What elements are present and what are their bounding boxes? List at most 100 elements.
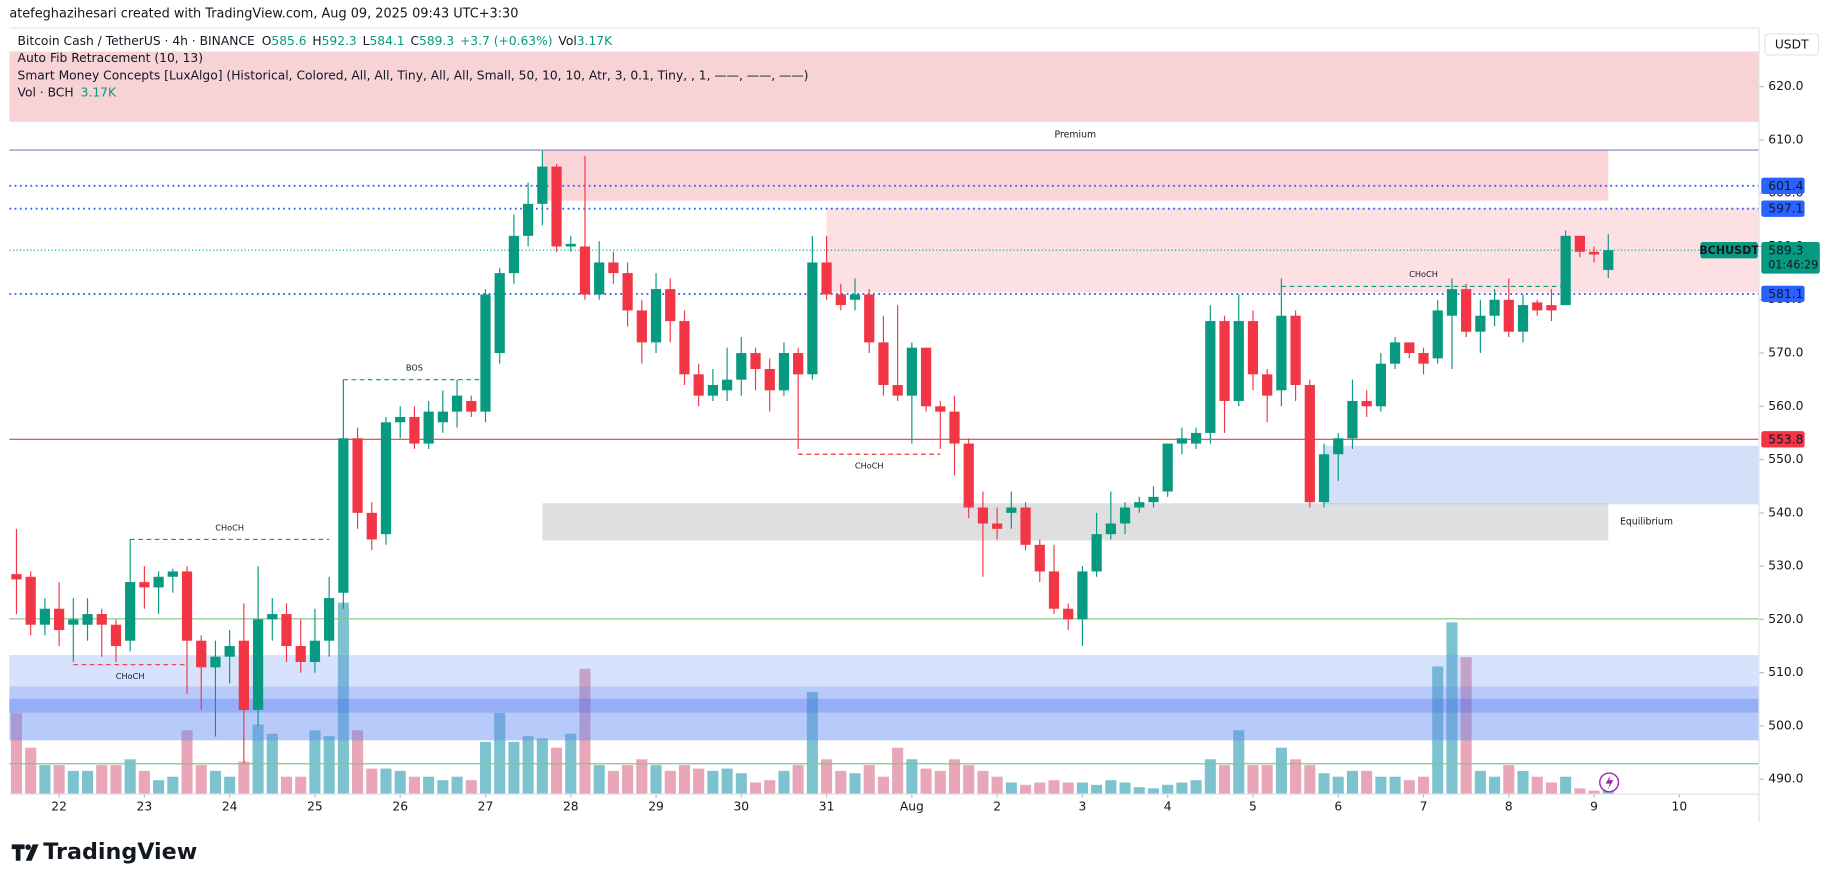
volume-bar — [1119, 782, 1131, 795]
volume-bar — [1574, 788, 1586, 795]
candle-body — [793, 353, 804, 375]
candle-body — [11, 574, 22, 580]
volume-bar — [153, 780, 165, 795]
indicator: Auto Fib Retracement (10, 13) — [18, 51, 203, 65]
volume-bar — [309, 730, 321, 795]
volume-bar — [650, 765, 662, 795]
structure-label: CHoCH — [215, 522, 244, 532]
candle-body — [1361, 400, 1372, 407]
x-tick-label: 30 — [734, 799, 750, 813]
volume-bar — [96, 765, 108, 795]
level-layer — [9, 149, 1759, 765]
h-value: 592.3 — [322, 33, 357, 47]
candle-body — [906, 347, 917, 396]
volume-legend: Vol · BCH 3.17K — [18, 85, 117, 99]
candle-body — [110, 624, 122, 647]
candle-body — [878, 342, 889, 385]
volume-bar — [451, 776, 463, 795]
volume-bar — [224, 776, 236, 795]
candle-body — [96, 614, 107, 625]
level-tag-label: 553.8 — [1768, 432, 1803, 446]
candle-body — [565, 243, 576, 247]
candle-body — [508, 235, 520, 274]
volume-bar — [1588, 790, 1600, 795]
volume-bar — [1545, 782, 1557, 795]
candle-body — [125, 582, 136, 641]
y-tick-label: 570.0 — [1768, 346, 1803, 360]
volume-bar — [81, 770, 94, 795]
volume-bar — [835, 770, 847, 795]
candle-body — [1517, 305, 1529, 332]
volume-bar — [551, 747, 563, 795]
currency-box[interactable] — [1764, 33, 1820, 56]
candle-body — [1077, 571, 1088, 620]
volume-bar — [1190, 780, 1202, 795]
alert-bolt — [1605, 775, 1614, 790]
volume-bar — [906, 759, 918, 795]
volume-bar — [1560, 776, 1572, 795]
candle-body — [224, 646, 235, 657]
candle-body — [707, 384, 719, 396]
candle-body — [594, 262, 605, 295]
volume-bar — [323, 736, 335, 795]
volume-bar — [892, 747, 904, 795]
candle-body — [1148, 496, 1159, 503]
candle-body — [1262, 374, 1273, 396]
x-tick-label: 6 — [1334, 799, 1342, 813]
candle-body — [551, 166, 562, 247]
candle-body — [892, 384, 903, 396]
candle-body — [1304, 384, 1315, 503]
y-tick-label: 490.0 — [1768, 772, 1803, 786]
volume-bar — [508, 741, 520, 795]
candle-body — [1162, 443, 1173, 492]
candle-body — [1603, 250, 1614, 270]
candle-body — [210, 656, 221, 668]
candle-body — [650, 289, 662, 343]
candle-body — [1034, 544, 1045, 572]
attribution: atefeghazihesari created with TradingVie… — [9, 7, 518, 22]
zone — [542, 150, 1609, 201]
candle-body — [1560, 235, 1571, 306]
currency[interactable]: USDT — [1775, 38, 1809, 52]
zone — [9, 686, 1759, 741]
volume-bar — [1062, 782, 1074, 795]
volume-bar — [693, 768, 705, 795]
x-tick-label: Aug — [900, 799, 924, 813]
level-tag-label: 597.1 — [1768, 202, 1803, 216]
candle-body — [721, 379, 733, 391]
zone-label: Premium — [1055, 129, 1097, 140]
c-value: 589.3 — [419, 33, 454, 47]
candle-body — [750, 353, 761, 370]
candle-body — [1489, 299, 1500, 316]
volume-bar — [664, 770, 676, 795]
price-tag-label: 589.3 — [1768, 243, 1803, 257]
candle-body — [395, 416, 406, 423]
l-label: L — [363, 33, 370, 47]
volume-bar — [1389, 776, 1401, 795]
candle-body — [82, 614, 93, 625]
vol-value: 3.17K — [577, 33, 613, 47]
countdown: 01:46:29 — [1768, 258, 1818, 271]
y-tick-label: 530.0 — [1768, 559, 1803, 573]
volume-bar — [352, 730, 364, 795]
y-tick-label: 520.0 — [1768, 612, 1803, 626]
candle-body — [252, 619, 264, 710]
candle-body — [437, 411, 448, 423]
volume-bar — [280, 776, 293, 795]
candle-body — [579, 246, 591, 295]
candle-body — [1091, 534, 1102, 572]
c-label: C — [410, 33, 419, 47]
volume-layer — [10, 602, 1614, 795]
volume-bar — [963, 765, 975, 795]
candle-body — [537, 166, 548, 204]
x-tick-label: 7 — [1420, 799, 1428, 813]
volume-bar — [337, 602, 349, 795]
candle-body — [1134, 502, 1145, 508]
x-tick-label: 23 — [137, 799, 153, 813]
candle-body — [153, 576, 164, 588]
price-tag — [1761, 242, 1820, 274]
candle-layer — [11, 150, 1614, 764]
candle-body — [693, 374, 704, 396]
